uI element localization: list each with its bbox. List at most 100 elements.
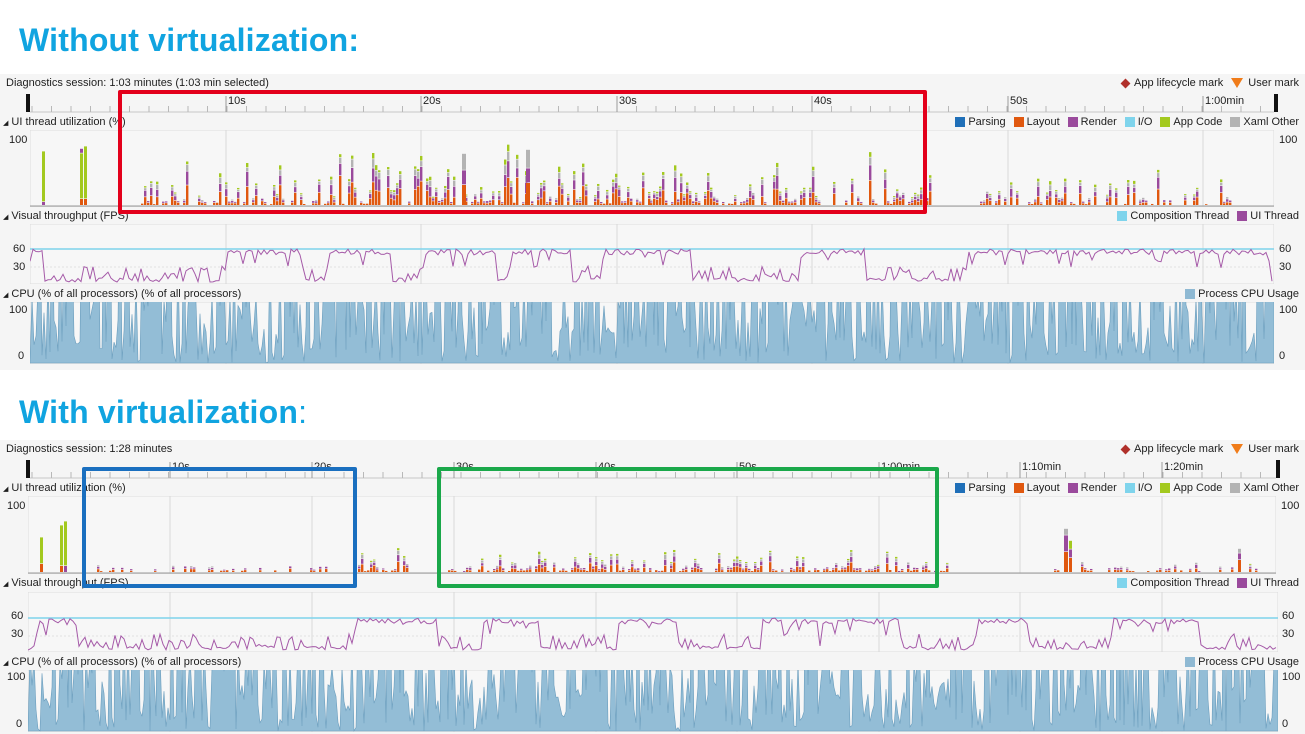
ui-thread-bar-segment <box>749 197 752 205</box>
ui-thread-bar-segment <box>727 567 730 570</box>
ui-thread-bar-segment <box>730 567 733 569</box>
ui-thread-bar-segment <box>561 183 564 185</box>
ui-thread-bar-segment <box>851 184 854 193</box>
ui-thread-bar-segment <box>812 176 815 192</box>
ui-thread-bar-segment <box>682 568 685 570</box>
legend-parsing[interactable]: Parsing <box>955 116 1006 128</box>
ui-thread-bar-segment <box>1028 204 1031 205</box>
ui-thread-bar-segment <box>809 189 812 193</box>
ui-thread-bar-segment <box>618 189 621 197</box>
ui-thread-bar-segment <box>492 191 495 193</box>
ui-thread-bar-segment <box>351 159 354 168</box>
legend-i-o[interactable]: I/O <box>1124 482 1152 494</box>
cpu-section-label[interactable]: ◢ CPU (% of all processors) (% of all pro… <box>3 656 242 668</box>
cpu-chart[interactable] <box>30 302 1274 364</box>
ui-thread-bar-segment <box>940 570 943 572</box>
ui-thread-bar-segment <box>435 196 438 205</box>
legend-xaml-other[interactable]: Xaml Other <box>1230 482 1299 494</box>
ui-thread-bar-segment <box>776 175 779 189</box>
legend-composition-thread[interactable]: Composition Thread <box>1117 577 1229 589</box>
legend-composition-thread[interactable]: Composition Thread <box>1117 210 1229 222</box>
ui-thread-bar-segment <box>946 564 949 566</box>
ui-thread-bar-segment <box>559 570 562 572</box>
ui-thread-section-label[interactable]: ◢ UI thread utilization (%) <box>3 116 126 128</box>
ui-thread-bar-segment <box>773 178 776 182</box>
ui-thread-bar-segment <box>1220 186 1223 193</box>
ui-thread-bar-segment <box>685 567 688 570</box>
legend-layout[interactable]: Layout <box>1013 482 1060 494</box>
ui-thread-bar-segment <box>318 179 321 182</box>
legend-swatch <box>1067 483 1078 493</box>
ui-thread-bar-segment <box>1061 201 1064 205</box>
ui-thread-bar-segment <box>631 567 634 572</box>
ui-thread-bar-segment <box>1046 199 1049 205</box>
legend-render[interactable]: Render <box>1067 116 1117 128</box>
ui-thread-bar-segment <box>42 202 45 205</box>
ui-thread-bar-segment <box>1028 202 1031 204</box>
ui-thread-bar-segment <box>698 201 701 203</box>
ui-thread-bar-segment <box>294 182 297 187</box>
cpu-chart[interactable] <box>28 670 1278 732</box>
legend-parsing[interactable]: Parsing <box>955 482 1006 494</box>
ui-thread-bar-segment <box>689 195 692 199</box>
ui-thread-bar-segment <box>438 200 441 203</box>
ui-thread-bar-segment <box>208 567 211 569</box>
legend-ui-thread[interactable]: UI Thread <box>1237 210 1299 222</box>
ui-thread-bar-segment <box>156 197 159 205</box>
legend-app-code[interactable]: App Code <box>1160 482 1222 494</box>
ui-thread-bar-segment <box>198 198 201 202</box>
ui-thread-bar-segment <box>841 569 844 572</box>
ui-thread-bar-segment <box>354 189 357 192</box>
ui-thread-bar-segment <box>884 189 887 205</box>
ui-thread-bar-segment <box>318 181 321 184</box>
ui-thread-bar-segment <box>432 198 435 201</box>
ui-thread-bar-segment <box>779 193 782 196</box>
cpu-axis-0-right: 0 <box>1282 718 1289 730</box>
ui-thread-bar-segment <box>628 569 631 571</box>
ui-thread-bar-segment <box>499 566 502 572</box>
ui-thread-bar-segment <box>794 198 797 200</box>
ui-thread-bar-segment <box>174 200 177 205</box>
ui-thread-chart[interactable] <box>28 496 1276 574</box>
timeline-ruler[interactable] <box>24 92 1280 114</box>
ui-thread-bar-segment <box>1229 200 1232 203</box>
ui-thread-chart[interactable] <box>30 130 1274 207</box>
ui-thread-bar-segment <box>779 191 782 193</box>
ui-thread-bar-segment <box>429 187 432 197</box>
ui-thread-bar-segment <box>749 190 752 198</box>
ui-thread-bar-segment <box>751 571 754 572</box>
legend-process-cpu-usage[interactable]: Process CPU Usage <box>1185 288 1299 300</box>
ui-thread-bar-segment <box>896 189 899 191</box>
legend-app-code[interactable]: App Code <box>1160 116 1222 128</box>
ui-thread-bar-segment <box>426 178 429 182</box>
fps-chart[interactable] <box>30 224 1274 284</box>
legend-xaml-other[interactable]: Xaml Other <box>1230 116 1299 128</box>
ui-thread-bar-segment <box>1145 202 1148 205</box>
ui-thread-bar-segment <box>394 569 397 571</box>
legend-layout[interactable]: Layout <box>1013 116 1060 128</box>
fps-section-label[interactable]: ◢ Visual throughput (FPS) <box>3 210 129 222</box>
ui-thread-bar-segment <box>543 191 546 205</box>
ui-thread-bar-segment <box>507 144 510 152</box>
ui-thread-bar-segment <box>838 570 841 572</box>
ui-thread-legend: Parsing Layout Render I/O App Code Xaml Other <box>955 116 1299 128</box>
ui-thread-bar-segment <box>481 563 484 566</box>
ui-thread-bar-segment <box>616 564 619 572</box>
legend-i-o[interactable]: I/O <box>1124 116 1152 128</box>
ui-thread-bar-segment <box>585 186 588 190</box>
ui-thread-section-label[interactable]: ◢ UI thread utilization (%) <box>3 482 126 494</box>
cpu-section-label[interactable]: ◢ CPU (% of all processors) (% of all pro… <box>3 288 242 300</box>
ui-thread-bar-segment <box>231 199 234 201</box>
ui-thread-bar-segment <box>752 195 755 200</box>
ui-thread-bar-segment <box>749 187 752 191</box>
ui-thread-bar-segment <box>1115 190 1118 192</box>
legend-process-cpu-usage[interactable]: Process CPU Usage <box>1185 656 1299 668</box>
ui-thread-bar-segment <box>276 197 279 201</box>
ui-thread-bar-segment <box>597 191 600 199</box>
legend-render[interactable]: Render <box>1067 482 1117 494</box>
legend-ui-thread[interactable]: UI Thread <box>1237 577 1299 589</box>
ui-thread-bar-segment <box>653 194 656 199</box>
fps-chart[interactable] <box>28 592 1278 652</box>
ui-thread-bar-segment <box>823 570 826 572</box>
ui-axis-right-top: 100 <box>1281 500 1300 512</box>
